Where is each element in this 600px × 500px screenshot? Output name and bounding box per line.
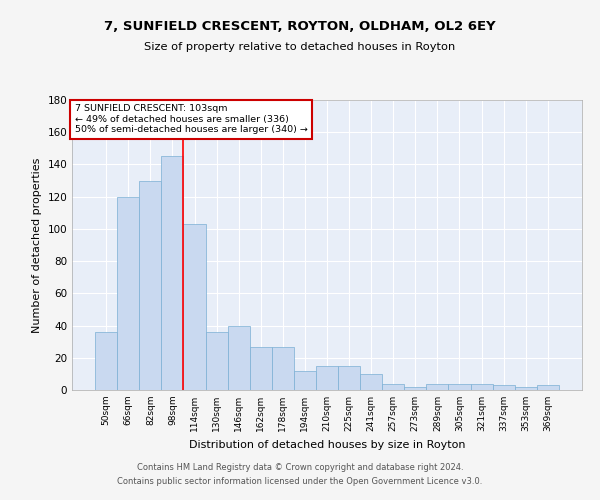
Bar	[117, 196, 139, 390]
Text: Contains HM Land Registry data © Crown copyright and database right 2024.: Contains HM Land Registry data © Crown c…	[137, 464, 463, 472]
Bar	[360, 374, 382, 390]
Bar	[95, 332, 117, 390]
Bar	[537, 385, 559, 390]
Bar	[139, 180, 161, 390]
Text: Contains public sector information licensed under the Open Government Licence v3: Contains public sector information licen…	[118, 477, 482, 486]
Bar	[515, 387, 537, 390]
Bar	[184, 224, 206, 390]
Bar	[338, 366, 360, 390]
Bar	[448, 384, 470, 390]
Bar	[206, 332, 227, 390]
Bar	[382, 384, 404, 390]
Text: 7 SUNFIELD CRESCENT: 103sqm
← 49% of detached houses are smaller (336)
50% of se: 7 SUNFIELD CRESCENT: 103sqm ← 49% of det…	[74, 104, 307, 134]
Bar	[294, 370, 316, 390]
Bar	[161, 156, 184, 390]
Bar	[250, 346, 272, 390]
Bar	[316, 366, 338, 390]
Bar	[404, 387, 427, 390]
Text: 7, SUNFIELD CRESCENT, ROYTON, OLDHAM, OL2 6EY: 7, SUNFIELD CRESCENT, ROYTON, OLDHAM, OL…	[104, 20, 496, 33]
Bar	[272, 346, 294, 390]
X-axis label: Distribution of detached houses by size in Royton: Distribution of detached houses by size …	[189, 440, 465, 450]
Bar	[427, 384, 448, 390]
Bar	[470, 384, 493, 390]
Text: Size of property relative to detached houses in Royton: Size of property relative to detached ho…	[145, 42, 455, 52]
Bar	[227, 326, 250, 390]
Bar	[493, 385, 515, 390]
Y-axis label: Number of detached properties: Number of detached properties	[32, 158, 42, 332]
